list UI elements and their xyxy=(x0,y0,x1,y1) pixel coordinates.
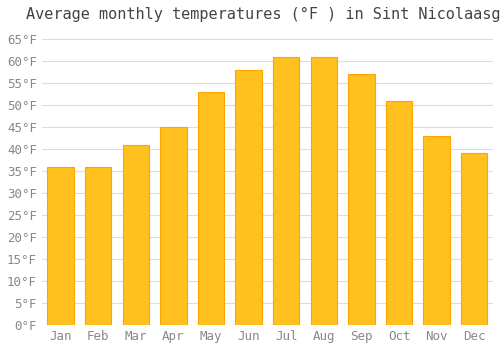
Bar xyxy=(424,136,450,325)
Bar xyxy=(236,70,262,325)
Bar xyxy=(85,167,112,325)
Bar xyxy=(160,127,186,325)
Bar xyxy=(386,100,412,325)
Bar xyxy=(198,92,224,325)
Bar xyxy=(48,167,74,325)
Bar xyxy=(273,56,299,325)
Bar xyxy=(122,145,149,325)
Title: Average monthly temperatures (°F ) in Sint Nicolaasga: Average monthly temperatures (°F ) in Si… xyxy=(26,7,500,22)
Bar xyxy=(310,56,337,325)
Bar xyxy=(348,74,374,325)
Bar xyxy=(461,153,487,325)
